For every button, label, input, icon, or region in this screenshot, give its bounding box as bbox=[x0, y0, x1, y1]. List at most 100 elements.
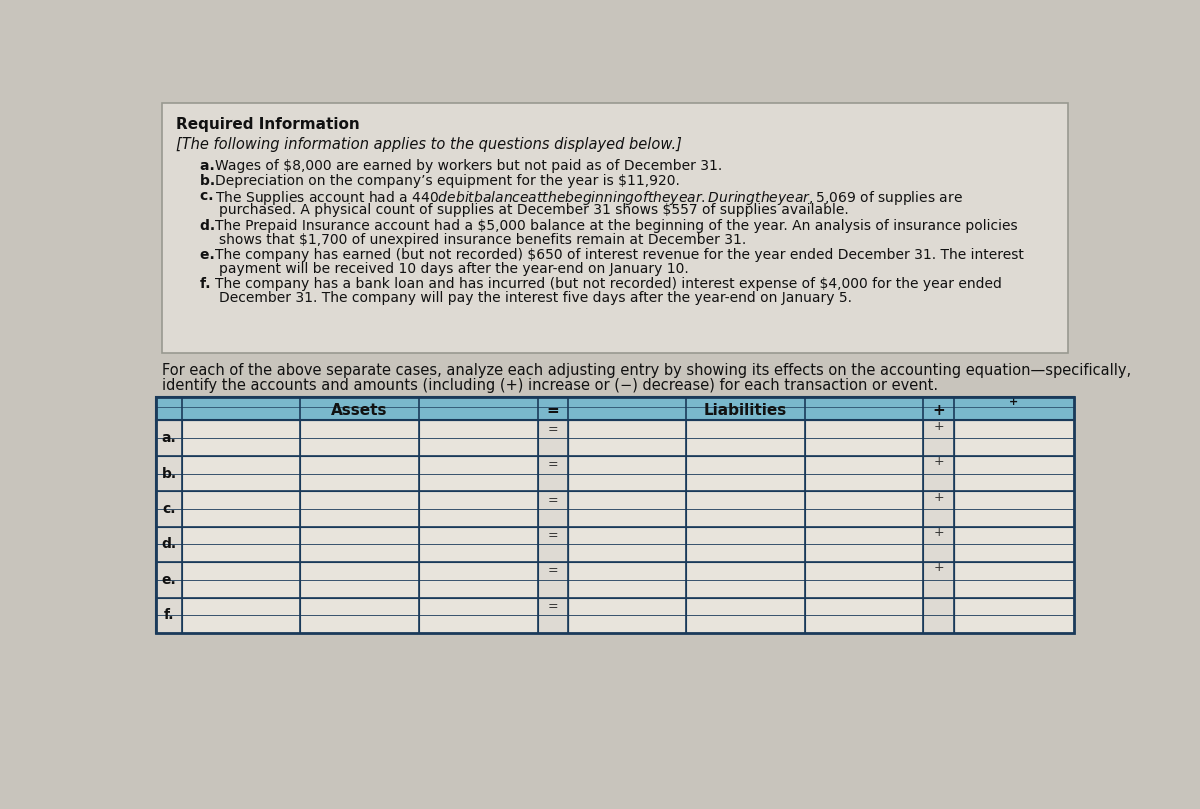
Bar bbox=[419, 491, 538, 527]
Bar bbox=[954, 456, 1074, 491]
Text: =: = bbox=[547, 458, 558, 472]
Text: f.: f. bbox=[200, 277, 216, 291]
Bar bbox=[156, 421, 181, 456]
Bar bbox=[954, 527, 1074, 562]
Text: e.: e. bbox=[200, 248, 220, 262]
Text: shows that $1,700 of unexpired insurance benefits remain at December 31.: shows that $1,700 of unexpired insurance… bbox=[218, 233, 746, 247]
Text: Liabilities: Liabilities bbox=[704, 403, 787, 418]
Bar bbox=[924, 491, 954, 527]
Bar bbox=[156, 598, 181, 633]
Text: +: + bbox=[934, 420, 944, 433]
Bar bbox=[156, 562, 181, 598]
Bar bbox=[181, 527, 300, 562]
Text: December 31. The company will pay the interest five days after the year-end on J: December 31. The company will pay the in… bbox=[218, 291, 852, 305]
Bar bbox=[300, 456, 419, 491]
Text: The Prepaid Insurance account had a $5,000 balance at the beginning of the year.: The Prepaid Insurance account had a $5,0… bbox=[216, 218, 1018, 233]
Bar bbox=[568, 562, 686, 598]
Text: e.: e. bbox=[162, 573, 176, 587]
Bar bbox=[538, 598, 568, 633]
Bar bbox=[805, 421, 924, 456]
Text: =: = bbox=[547, 600, 558, 613]
Bar bbox=[162, 104, 1068, 354]
Text: Wages of $8,000 are earned by workers but not paid as of December 31.: Wages of $8,000 are earned by workers bu… bbox=[216, 159, 722, 172]
Text: [The following information applies to the questions displayed below.]: [The following information applies to th… bbox=[175, 137, 682, 152]
Bar bbox=[419, 598, 538, 633]
Bar bbox=[181, 456, 300, 491]
Bar bbox=[538, 491, 568, 527]
Text: Assets: Assets bbox=[331, 403, 388, 418]
Bar bbox=[538, 456, 568, 491]
Text: =: = bbox=[547, 423, 558, 436]
Bar bbox=[686, 421, 805, 456]
Bar bbox=[538, 421, 568, 456]
Text: d.: d. bbox=[162, 537, 176, 552]
Bar bbox=[156, 491, 181, 527]
Text: b.: b. bbox=[200, 174, 221, 188]
Bar bbox=[805, 456, 924, 491]
Bar bbox=[419, 421, 538, 456]
Bar bbox=[568, 598, 686, 633]
Text: identify the accounts and amounts (including (+) increase or (−) decrease) for e: identify the accounts and amounts (inclu… bbox=[162, 378, 937, 393]
Bar bbox=[568, 527, 686, 562]
Bar bbox=[300, 598, 419, 633]
Bar bbox=[924, 562, 954, 598]
Bar bbox=[300, 491, 419, 527]
Bar bbox=[954, 421, 1074, 456]
Bar bbox=[805, 562, 924, 598]
Text: f.: f. bbox=[163, 608, 174, 622]
Bar bbox=[300, 527, 419, 562]
Bar bbox=[924, 456, 954, 491]
Text: b.: b. bbox=[162, 467, 176, 481]
Text: payment will be received 10 days after the year-end on January 10.: payment will be received 10 days after t… bbox=[218, 262, 689, 276]
Text: =: = bbox=[547, 529, 558, 542]
Bar bbox=[568, 456, 686, 491]
Bar bbox=[300, 421, 419, 456]
Text: Required Information: Required Information bbox=[175, 117, 359, 132]
Bar bbox=[156, 527, 181, 562]
Bar bbox=[805, 598, 924, 633]
Bar bbox=[954, 598, 1074, 633]
Text: Depreciation on the company’s equipment for the year is $11,920.: Depreciation on the company’s equipment … bbox=[216, 174, 680, 188]
Text: +: + bbox=[934, 526, 944, 539]
Bar bbox=[538, 527, 568, 562]
Bar bbox=[686, 562, 805, 598]
Bar bbox=[686, 456, 805, 491]
Bar bbox=[156, 397, 1074, 633]
Bar bbox=[954, 491, 1074, 527]
Bar bbox=[156, 456, 181, 491]
Bar bbox=[419, 562, 538, 598]
Bar bbox=[805, 527, 924, 562]
Bar bbox=[568, 421, 686, 456]
Bar bbox=[686, 491, 805, 527]
Text: The company has a bank loan and has incurred (but not recorded) interest expense: The company has a bank loan and has incu… bbox=[216, 277, 1002, 291]
Text: +: + bbox=[934, 490, 944, 503]
Bar bbox=[181, 491, 300, 527]
Text: a.: a. bbox=[200, 159, 220, 172]
Bar bbox=[568, 491, 686, 527]
Bar bbox=[156, 397, 1074, 633]
Bar bbox=[686, 527, 805, 562]
Text: For each of the above separate cases, analyze each adjusting entry by showing it: For each of the above separate cases, an… bbox=[162, 362, 1130, 378]
Text: =: = bbox=[546, 403, 559, 418]
Text: =: = bbox=[547, 565, 558, 578]
Text: +: + bbox=[932, 403, 944, 418]
Bar bbox=[156, 397, 1074, 421]
Text: c.: c. bbox=[162, 502, 175, 516]
Text: +: + bbox=[934, 455, 944, 468]
Text: a.: a. bbox=[162, 431, 176, 445]
Text: The company has earned (but not recorded) $650 of interest revenue for the year : The company has earned (but not recorded… bbox=[216, 248, 1025, 262]
Bar bbox=[419, 527, 538, 562]
Text: +: + bbox=[934, 561, 944, 574]
Bar bbox=[805, 491, 924, 527]
Bar bbox=[686, 598, 805, 633]
Bar bbox=[924, 421, 954, 456]
Bar bbox=[538, 562, 568, 598]
Text: The Supplies account had a $440 debit balance at the beginning of the year. Duri: The Supplies account had a $440 debit ba… bbox=[216, 189, 964, 207]
Text: =: = bbox=[547, 493, 558, 506]
Bar bbox=[181, 421, 300, 456]
Text: c.: c. bbox=[200, 189, 218, 204]
Text: purchased. A physical count of supplies at December 31 shows $557 of supplies av: purchased. A physical count of supplies … bbox=[218, 203, 848, 218]
Bar bbox=[924, 527, 954, 562]
Bar bbox=[419, 456, 538, 491]
Bar bbox=[181, 598, 300, 633]
